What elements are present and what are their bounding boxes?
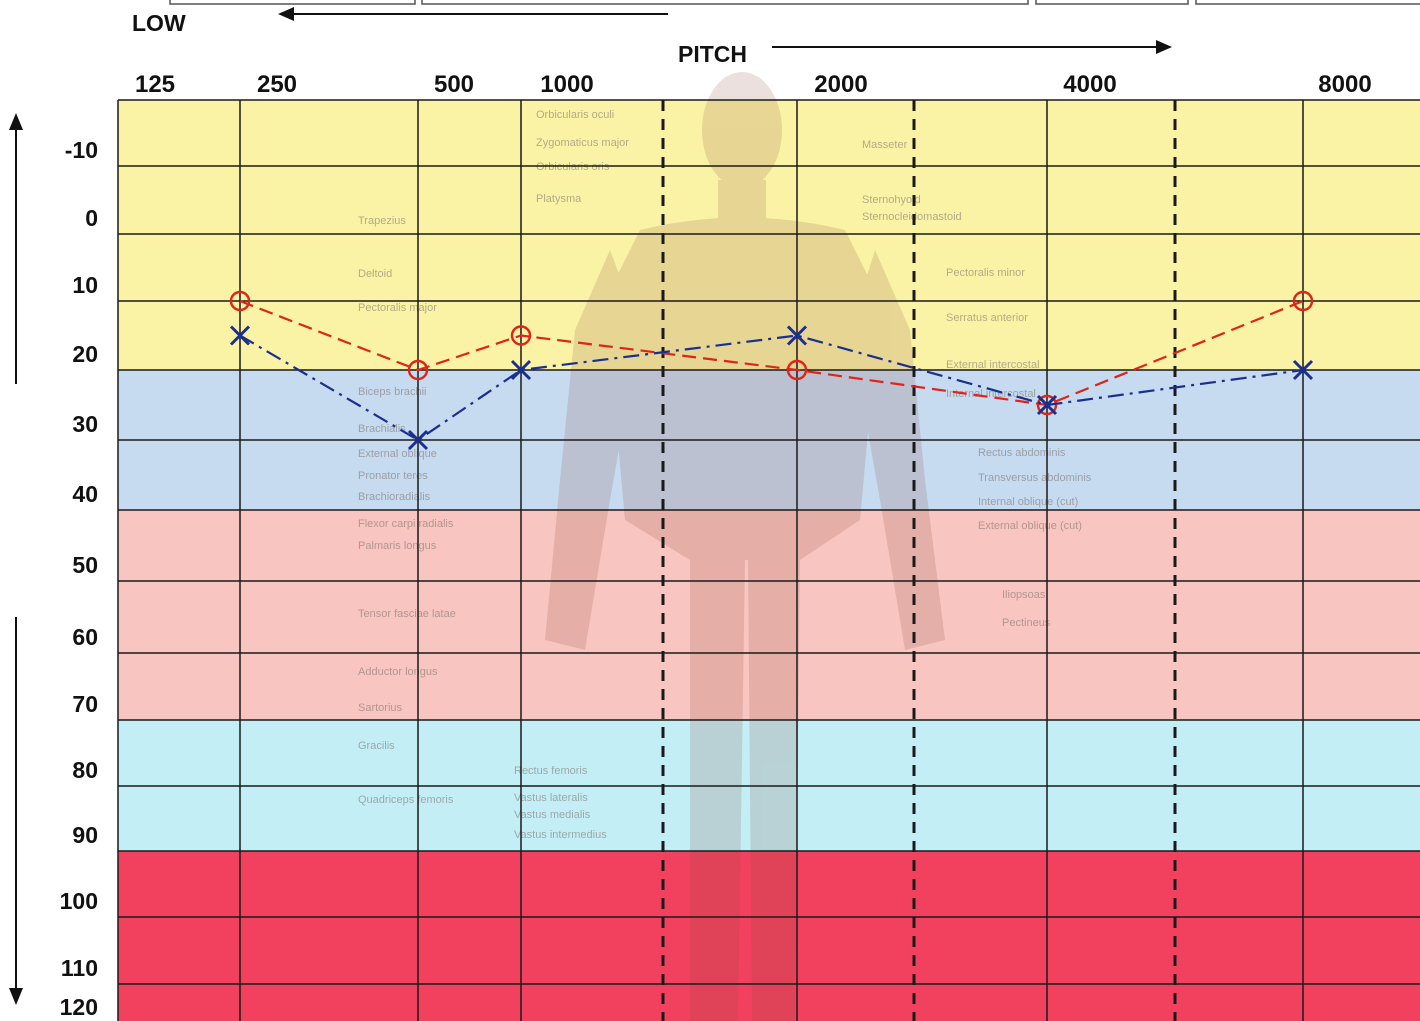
y-axis-arrow-down (9, 617, 23, 1005)
anatomy-labels: Orbicularis oculi Zygomaticus major Orbicu… (358, 109, 1092, 841)
anatomy-label: Vastus intermedius (514, 829, 607, 841)
y-tick-label: 110 (61, 955, 98, 981)
x-tick-labels: 125 250 500 1000 2000 4000 8000 (135, 71, 1372, 98)
y-tick-label: 50 (72, 552, 98, 578)
anatomy-label: Iliopsoas (1002, 589, 1046, 601)
y-tick-label: 60 (72, 624, 98, 650)
pitch-label: PITCH (678, 41, 747, 67)
data-point-cross (1292, 359, 1314, 381)
y-tick-label: 10 (72, 272, 98, 298)
anatomy-label: External intercostal (946, 359, 1040, 371)
data-point-circle (229, 290, 251, 312)
y-axis-arrow-up (9, 113, 23, 384)
anatomy-label: Biceps brachii (358, 386, 426, 398)
y-tick-label: 70 (72, 691, 98, 717)
series-line (239, 334, 1304, 442)
series-line (239, 299, 1304, 407)
anatomy-label: Transversus abdominis (978, 472, 1092, 484)
header-boxes (169, 0, 1420, 5)
anatomy-label: Quadriceps femoris (358, 794, 454, 806)
series-cross (229, 325, 1314, 451)
data-point-cross (407, 429, 429, 451)
y-tick-labels: -10 0 10 20 30 40 50 60 70 80 90 100 110 120 (60, 137, 98, 1020)
data-point-cross (229, 325, 251, 346)
data-point-circle (407, 359, 429, 381)
anatomy-label: Pectineus (1002, 617, 1051, 629)
anatomy-label: Rectus femoris (514, 765, 588, 777)
x-tick-label: 125 (135, 71, 175, 98)
anatomy-label: Sternocleidomastoid (862, 211, 962, 223)
x-tick-label: 8000 (1318, 71, 1371, 98)
data-point-circle (1292, 290, 1314, 312)
band-2 (118, 510, 1420, 720)
anatomy-label: External oblique (358, 448, 437, 460)
anatomy-label: Palmaris longus (358, 540, 437, 552)
x-tick-label: 250 (257, 71, 297, 98)
anatomy-label: Serratus anterior (946, 312, 1028, 324)
anatomy-label: Trapezius (358, 215, 406, 227)
anatomy-label: Tensor fasciae latae (358, 608, 456, 620)
y-tick-label: -10 (65, 137, 98, 163)
series-circle (229, 290, 1314, 416)
band-0 (118, 100, 1420, 370)
x-tick-label: 500 (434, 71, 474, 98)
anatomy-label: Pectoralis minor (946, 267, 1025, 279)
anatomy-label: Zygomaticus major (536, 137, 629, 149)
anatomy-label: Vastus lateralis (514, 792, 588, 804)
anatomy-label: Gracilis (358, 740, 395, 752)
anatomy-label: Platysma (536, 193, 582, 205)
chart-grid (117, 99, 1420, 1021)
data-point-cross (786, 325, 808, 346)
data-point-circle (786, 359, 808, 381)
anatomy-label: Brachialis (358, 423, 406, 435)
y-tick-label: 100 (60, 888, 98, 914)
x-tick-label: 4000 (1063, 71, 1116, 98)
band-4 (118, 851, 1420, 1021)
y-tick-label: 30 (72, 411, 98, 437)
anatomy-label: Adductor longus (358, 666, 438, 678)
anatomy-label: Sartorius (358, 702, 403, 714)
anatomy-label: Pectoralis major (358, 302, 437, 314)
anatomy-label: Orbicularis oris (536, 161, 610, 173)
chart-series (229, 290, 1314, 451)
data-point-circle (510, 325, 532, 346)
y-tick-label: 90 (72, 822, 98, 848)
anatomy-label: Flexor carpi radialis (358, 518, 454, 530)
data-point-cross (510, 359, 532, 381)
x-tick-label: 1000 (540, 71, 593, 98)
anatomy-label: Internal oblique (cut) (978, 496, 1078, 508)
y-tick-label: 120 (60, 994, 98, 1020)
anatomy-label: Internal intercostal (946, 388, 1036, 400)
pitch-arrow (772, 40, 1172, 54)
anatomy-label: Sternohyoid (862, 194, 921, 206)
y-tick-label: 20 (72, 341, 98, 367)
anatomy-label: Pronator teres (358, 470, 428, 482)
data-point-circle (1036, 394, 1058, 416)
y-tick-label: 40 (72, 481, 98, 507)
anatomy-label: Brachioradialis (358, 491, 431, 503)
anatomy-label: External oblique (cut) (978, 520, 1082, 532)
anatomy-label: Deltoid (358, 268, 392, 280)
low-arrow (278, 7, 668, 21)
anatomy-label: Masseter (862, 139, 908, 151)
anatomy-label: Orbicularis oculi (536, 109, 614, 121)
y-tick-label: 80 (72, 757, 98, 783)
low-label: LOW (132, 10, 186, 36)
anatomy-label: Vastus medialis (514, 809, 591, 821)
x-tick-label: 2000 (814, 71, 867, 98)
anatomy-label: Rectus abdominis (978, 447, 1066, 459)
anatomy-figure (545, 72, 945, 1021)
data-point-cross (1036, 394, 1058, 416)
y-tick-label: 0 (85, 205, 98, 231)
